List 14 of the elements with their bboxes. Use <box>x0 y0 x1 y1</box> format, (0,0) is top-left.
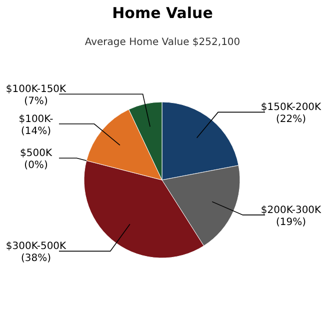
slice-label: $300K-500K <box>6 241 67 252</box>
data-label: (19%) <box>276 216 306 228</box>
chart-title: Home Value <box>112 4 213 22</box>
slice-label: $200K-300K <box>260 204 322 216</box>
data-label: (38%) <box>20 253 52 264</box>
legend-label: $500K <box>20 148 52 160</box>
data-label: (14%) <box>20 126 52 137</box>
chart-subtitle: Average Home Value $252,100 <box>84 37 240 48</box>
text: (0%) <box>24 160 48 172</box>
slice-label: $100K-150K <box>6 84 67 96</box>
data-label: (7%) <box>24 96 48 108</box>
slice-label: $100K- <box>18 114 54 125</box>
data-label: (22%) <box>276 114 306 126</box>
slice-label: $150K-200K <box>260 102 322 114</box>
